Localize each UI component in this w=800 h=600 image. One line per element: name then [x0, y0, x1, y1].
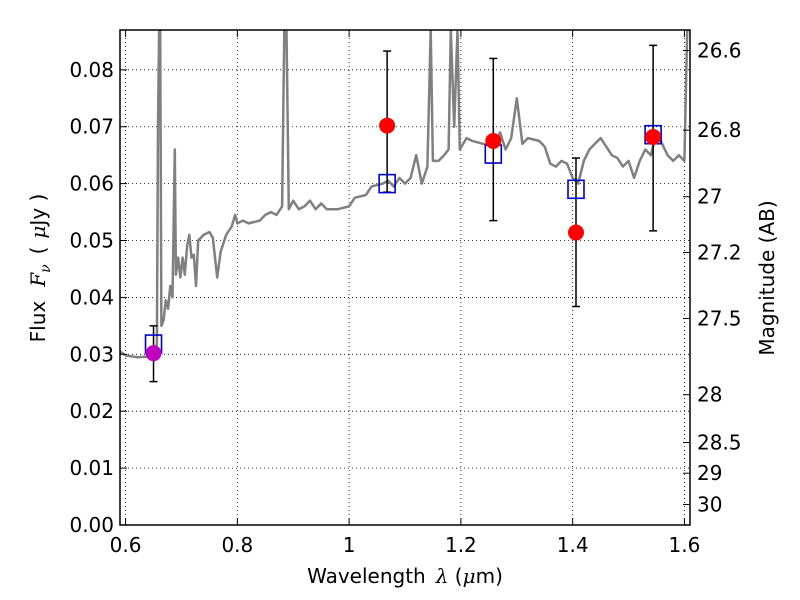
y-tick-label: 0.05 [69, 229, 114, 253]
y-axis-label: Flux Fν ( μJy ) [26, 194, 54, 343]
point-layer [145, 117, 662, 362]
y-tick-label: 0.07 [69, 115, 114, 139]
y2-tick-label: 26.8 [697, 118, 742, 142]
plot-frame [119, 29, 691, 526]
y-axis-ticks: 0.00 0.01 0.02 0.03 0.04 0.05 0.06 0.07 0.08 [69, 58, 127, 537]
model-square [567, 179, 585, 200]
data-point [485, 132, 502, 149]
y2-tick-label: 29 [697, 461, 722, 485]
y-tick-label: 0.00 [69, 513, 114, 537]
data-point [568, 224, 584, 241]
x-tick-label: 1.2 [445, 533, 477, 557]
x-tick-label: 0.6 [110, 533, 142, 557]
y-axis-label-subscript: ν [38, 264, 54, 273]
y2-tick-label: 27.2 [697, 240, 742, 264]
x-tick-label: 1.6 [669, 533, 701, 557]
data-point [379, 117, 396, 134]
x-tick-label: 1.4 [557, 533, 589, 557]
y-tick-label: 0.08 [69, 58, 114, 82]
data-point [145, 345, 162, 362]
y2-tick-label: 27.5 [697, 306, 742, 330]
y-axis-label-symbol: F [26, 272, 50, 288]
x-axis-label-unit-open: ( [448, 564, 462, 588]
y2-axis-label: Magnitude (AB) [755, 200, 779, 355]
y-axis-label-text: Flux [26, 301, 50, 343]
y2-axis-ticks: 26.6 26.8 27 27.2 27.5 28 28.5 29 30 [683, 38, 742, 517]
y2-tick-label: 26.6 [697, 38, 742, 62]
spectrum-line [120, 30, 690, 362]
x-tick-label: 0.8 [221, 533, 253, 557]
y2-tick-label: 28 [697, 383, 722, 407]
y2-tick-label: 27 [697, 185, 722, 209]
y-tick-label: 0.02 [69, 399, 114, 423]
x-axis-ticks: 0.6 0.8 1 1.2 1.4 1.6 [110, 30, 701, 557]
data-point [645, 128, 662, 145]
y-tick-label: 0.01 [69, 456, 114, 480]
y2-tick-label: 28.5 [697, 431, 742, 455]
x-axis-label-unit-close: m) [476, 564, 503, 588]
x-axis-label-symbol: λ [435, 564, 449, 588]
y-axis-label-unit-open: ( [26, 247, 50, 255]
y-tick-label: 0.06 [69, 172, 114, 196]
model-square [378, 173, 396, 194]
y-tick-label: 0.03 [69, 342, 114, 366]
plot-background [120, 30, 690, 525]
x-axis-label: Wavelength λ (μm) [307, 564, 503, 588]
x-axis-label-unit-mu: μ [463, 564, 476, 588]
y-axis-label-unit-mu: μ [26, 226, 50, 239]
x-tick-label: 1 [343, 533, 356, 557]
y2-tick-label: 30 [697, 493, 722, 517]
spectrum-layer [120, 30, 690, 362]
y-axis-label-unit-close: Jy ) [26, 194, 50, 228]
x-axis-label-text: Wavelength [307, 564, 426, 588]
y-tick-label: 0.04 [69, 285, 114, 309]
